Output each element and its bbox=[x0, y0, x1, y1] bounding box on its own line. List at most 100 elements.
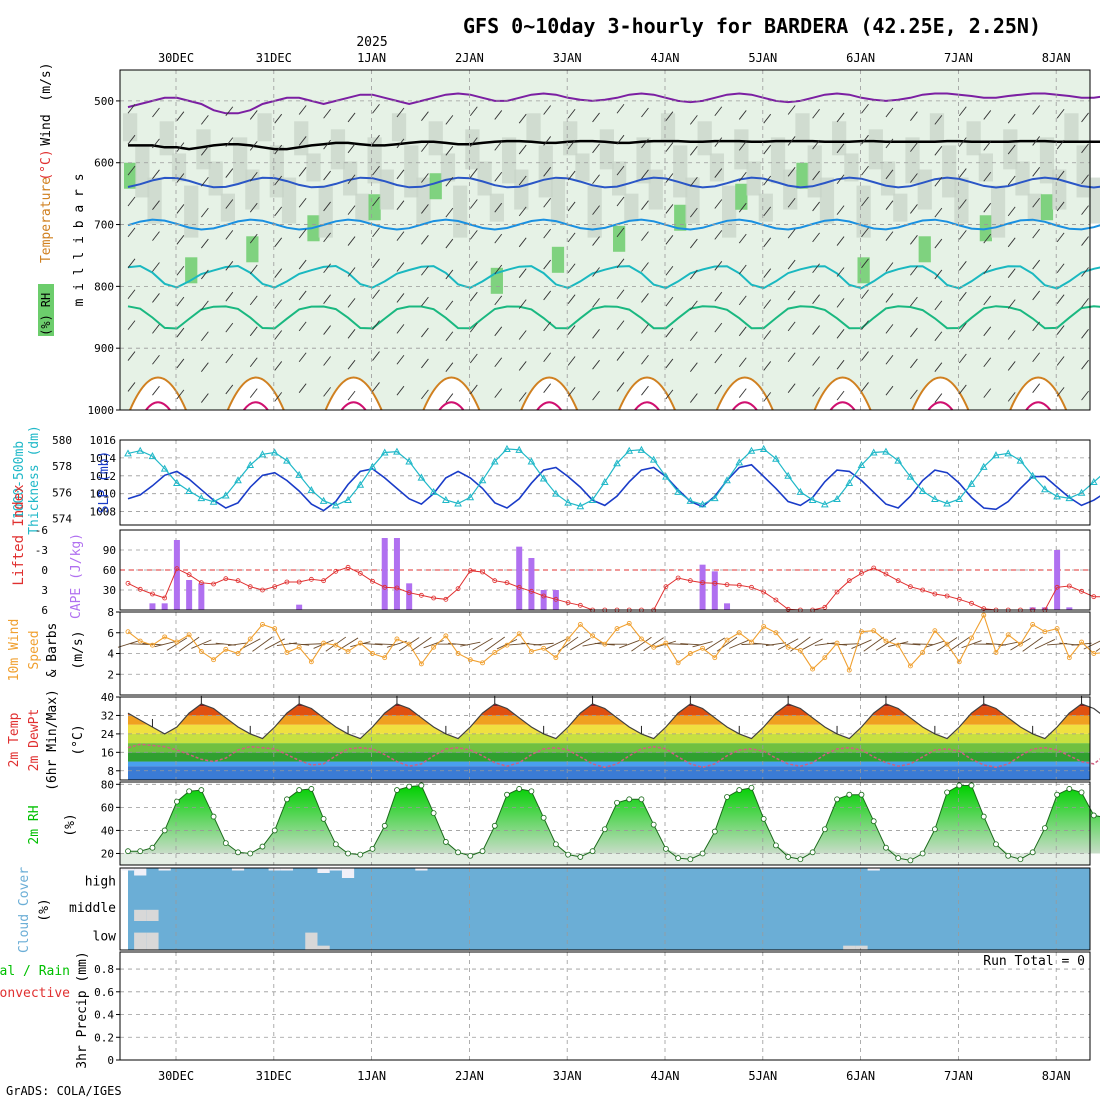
cape-bar bbox=[724, 603, 731, 610]
wind-barb bbox=[117, 640, 139, 648]
wind-speed-point bbox=[626, 620, 632, 626]
wind-barb bbox=[861, 382, 869, 392]
wind10m-barbs-label: & Barbs bbox=[45, 623, 60, 678]
wind-barb bbox=[1007, 206, 1016, 217]
wind-barb bbox=[374, 643, 395, 645]
lifted-index-point bbox=[529, 588, 534, 594]
wind-barb bbox=[592, 267, 600, 277]
wind-barb bbox=[127, 227, 136, 238]
wind-barb bbox=[983, 357, 992, 368]
wind-barb bbox=[469, 261, 478, 271]
lifted-index-point bbox=[969, 600, 974, 606]
slp-point bbox=[759, 444, 768, 452]
top-day-label: 31DEC bbox=[256, 51, 292, 65]
wind-barb bbox=[445, 300, 454, 311]
wind-barb bbox=[655, 640, 677, 648]
wind-speed-point bbox=[186, 632, 192, 638]
wind-barb bbox=[665, 265, 674, 276]
wind-barb bbox=[518, 299, 527, 309]
wind-barb bbox=[421, 265, 429, 276]
wind-barb bbox=[787, 321, 796, 332]
wind-speed-point bbox=[687, 651, 693, 656]
rh-2m-point bbox=[1066, 786, 1073, 792]
wind-barb bbox=[130, 643, 151, 645]
wind-barb bbox=[152, 200, 160, 210]
rh-2m-point bbox=[773, 842, 779, 849]
freezing-level-contour bbox=[128, 139, 1100, 151]
wind-barb bbox=[176, 173, 185, 183]
rh-2m-point bbox=[381, 822, 388, 829]
lifted-index-point bbox=[272, 584, 278, 590]
wind-barb bbox=[885, 231, 894, 241]
lifted-index-point bbox=[186, 572, 192, 578]
rh-2m-point bbox=[540, 814, 547, 821]
wind-barb bbox=[421, 173, 429, 183]
slp-point bbox=[979, 462, 988, 470]
cape-bar bbox=[699, 564, 706, 610]
rh-2m-point bbox=[601, 826, 608, 833]
wind-frame bbox=[119, 611, 1091, 696]
lifted-index-point bbox=[223, 576, 229, 582]
wind-barb bbox=[738, 264, 747, 275]
wind-barb bbox=[469, 199, 478, 209]
rh-2m-point bbox=[687, 856, 694, 863]
cape-bar bbox=[186, 580, 193, 610]
rh-2m-point bbox=[870, 818, 877, 825]
wind-barb bbox=[1081, 298, 1089, 308]
slp-point bbox=[221, 491, 230, 499]
wind-barb bbox=[1007, 237, 1016, 248]
upper-ytick: 500 bbox=[94, 95, 114, 108]
cape-bar bbox=[296, 604, 303, 610]
wind-barb bbox=[763, 144, 772, 155]
lifted-index-point bbox=[308, 576, 314, 582]
slp-axis-label: SLP (mb) bbox=[97, 451, 112, 514]
lifted-index-point bbox=[406, 590, 412, 596]
slp-point bbox=[429, 487, 438, 495]
thick-frame bbox=[119, 439, 1091, 526]
wind-barb bbox=[616, 103, 625, 114]
wind-speed-point bbox=[883, 638, 889, 644]
lifted-index-point bbox=[541, 593, 547, 599]
wind-barb bbox=[249, 388, 258, 398]
rh-mid-patch bbox=[844, 153, 859, 182]
rh-mid-patch bbox=[575, 153, 590, 182]
wind-barb bbox=[274, 113, 283, 124]
temp-ytick: 8 bbox=[107, 765, 114, 778]
lifted-index-point bbox=[577, 602, 583, 608]
wind-barb bbox=[934, 269, 943, 280]
wind-barb bbox=[200, 207, 209, 218]
slp-point bbox=[747, 446, 756, 454]
wind-barb bbox=[347, 298, 356, 308]
upper-frame bbox=[119, 69, 1091, 411]
wind-speed-point bbox=[174, 639, 180, 645]
li-tick: -6 bbox=[35, 524, 48, 537]
wind-barb bbox=[543, 321, 552, 332]
wind-barb bbox=[812, 294, 820, 304]
lifted-index-point bbox=[284, 579, 290, 585]
cloud-low-bar bbox=[317, 945, 330, 950]
rh-2m-point bbox=[247, 850, 254, 857]
wind-barb bbox=[665, 173, 674, 183]
rh-mid-patch bbox=[1003, 129, 1018, 170]
rh-2m-point bbox=[528, 788, 535, 795]
rh-green-patch bbox=[551, 246, 565, 273]
rh-2m-point bbox=[235, 849, 241, 856]
thickness-tick: 578 bbox=[52, 460, 72, 473]
wind-barb bbox=[692, 641, 713, 648]
li-tick: 3 bbox=[41, 584, 48, 597]
lifted-index-point bbox=[211, 581, 216, 587]
wind-barb bbox=[325, 636, 347, 652]
thickness-axis-label: 1000-500mb bbox=[12, 441, 27, 519]
wind-barb bbox=[665, 389, 674, 400]
lifted-index-point bbox=[908, 584, 913, 590]
wind-barb bbox=[616, 227, 625, 238]
wind-barb bbox=[347, 267, 356, 277]
lifted-index-point bbox=[565, 600, 571, 606]
rh-green-patch bbox=[735, 183, 748, 210]
wind-barb bbox=[421, 358, 429, 369]
slp-point bbox=[820, 500, 829, 508]
wind-barb bbox=[924, 640, 945, 648]
slp-point bbox=[772, 454, 780, 462]
wind-barb bbox=[252, 636, 273, 652]
rh-2m-point bbox=[993, 841, 999, 848]
